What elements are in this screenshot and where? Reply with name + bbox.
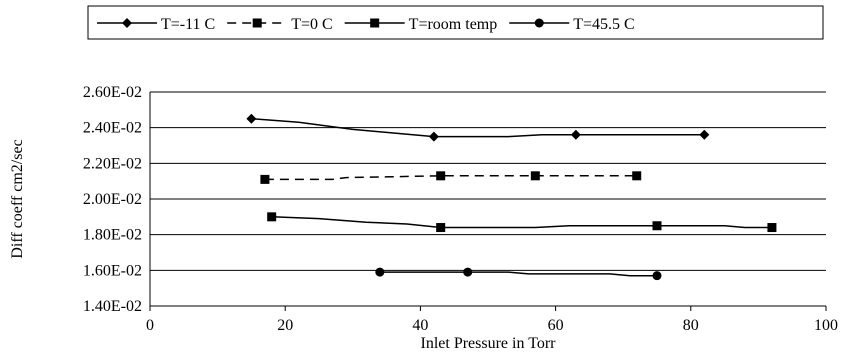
legend-marker (370, 18, 380, 28)
x-tick-label: 60 (548, 317, 564, 334)
series-line (379, 271, 657, 277)
data-point (463, 267, 473, 277)
series-line (271, 216, 772, 229)
data-point (652, 221, 662, 231)
x-tick-label: 20 (277, 317, 293, 334)
legend-label: T=-11 C (161, 16, 215, 33)
legend-marker (534, 18, 544, 28)
y-tick-label: 2.60E-02 (83, 84, 142, 101)
data-point (699, 129, 710, 140)
data-point (375, 267, 385, 277)
y-tick-label: 2.40E-02 (83, 120, 142, 137)
legend-marker (122, 18, 132, 28)
data-point (436, 171, 446, 181)
data-point (530, 171, 540, 181)
y-tick-label: 2.20E-02 (83, 155, 142, 172)
data-point (246, 113, 257, 124)
series-1 (246, 113, 710, 142)
legend-label: T=0 C (291, 16, 332, 33)
data-point (260, 174, 270, 184)
legend-box (87, 5, 824, 40)
x-axis-label: Inlet Pressure in Torr (421, 335, 557, 352)
data-point (267, 212, 277, 222)
legend-marker (252, 18, 262, 28)
data-point (767, 223, 777, 233)
data-point (436, 223, 446, 233)
y-tick-label: 1.80E-02 (83, 227, 142, 244)
y-tick-label: 1.60E-02 (83, 262, 142, 279)
x-tick-label: 0 (146, 317, 154, 334)
y-axis-label: Diff coeff cm2/sec (9, 139, 26, 258)
series-4 (375, 267, 662, 281)
data-point (632, 171, 642, 181)
y-tick-label: 1.40E-02 (83, 298, 142, 315)
legend-label: T=45.5 C (573, 16, 634, 33)
x-tick-label: 100 (814, 317, 838, 334)
legend: T=-11 C T=0 C T=room temp T=45.5 C (87, 5, 824, 40)
series-line (264, 175, 637, 181)
x-tick-label: 40 (412, 317, 428, 334)
legend-item: T=0 C (227, 16, 333, 33)
series-3 (267, 212, 777, 233)
data-point (652, 271, 662, 281)
y-tick-label: 2.00E-02 (83, 191, 142, 208)
legend-item: T=45.5 C (509, 16, 635, 33)
data-point (428, 131, 439, 142)
series-2 (260, 171, 642, 184)
legend-label: T=room temp (409, 16, 498, 33)
legend-item: T=room temp (344, 16, 498, 33)
data-point (570, 129, 581, 140)
legend-item: T=-11 C (97, 16, 215, 33)
plot-area: 1.40E-02 1.60E-02 1.80E-02 2.00E-02 2.20E-02… (83, 84, 838, 334)
x-tick-label: 80 (683, 317, 699, 334)
